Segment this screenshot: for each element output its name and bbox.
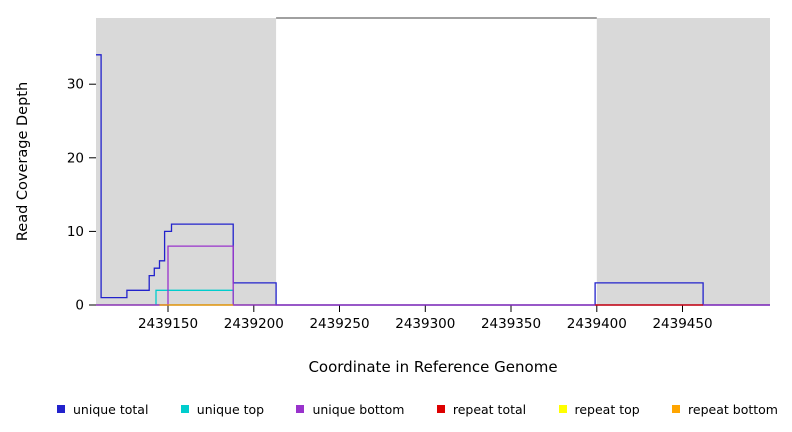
- legend-label: unique total: [73, 401, 149, 417]
- chart-layers: 2439150 2439200 2439250 2439300 2439350 24394…: [67, 17, 770, 332]
- x-tick-label: 2439150: [138, 316, 198, 332]
- x-tick-label: 2439450: [652, 316, 712, 332]
- legend-swatch-repeat-top: [558, 405, 567, 413]
- legend-swatch-repeat-bottom: [672, 405, 681, 413]
- chart-legend: unique total unique top unique bottom repea…: [0, 397, 792, 421]
- legend-swatch-unique-total: [57, 405, 65, 413]
- series-unique-total: [96, 54, 770, 306]
- y-tick-label: 10: [67, 224, 84, 240]
- y-tick-label: 30: [67, 77, 84, 93]
- x-tick-label: 2439350: [481, 316, 541, 332]
- legend-swatch-unique-bottom: [296, 405, 305, 413]
- y-axis-label: Read Coverage Depth: [15, 82, 31, 241]
- shaded-region-2: [596, 18, 770, 305]
- legend-label: unique bottom: [312, 401, 405, 417]
- series-unique-bottom: [96, 245, 770, 306]
- legend-item-repeat-top: repeat top: [558, 401, 640, 417]
- legend-item-unique-total: unique total: [57, 402, 148, 417]
- legend-label: repeat total: [452, 401, 527, 417]
- legend-item-repeat-bottom: repeat bottom: [672, 402, 778, 417]
- legend-swatch-unique-top: [180, 405, 189, 413]
- coverage-chart: 2439150 2439200 2439250 2439300 2439350 24394…: [15, 17, 770, 376]
- legend-label: repeat bottom: [688, 401, 778, 417]
- legend-item-unique-bottom: unique bottom: [296, 401, 405, 417]
- y-tick-label: 0: [75, 298, 84, 314]
- legend-label: unique top: [196, 401, 265, 417]
- x-tick-label: 2439200: [224, 316, 284, 332]
- legend-item-repeat-total: repeat total: [436, 401, 527, 417]
- x-tick-label: 2439300: [395, 316, 455, 332]
- shaded-region-1: [96, 18, 277, 305]
- legend-item-unique-top: unique top: [180, 401, 265, 417]
- x-tick-label: 2439250: [309, 316, 369, 332]
- y-tick-label: 20: [67, 150, 84, 166]
- legend-swatch-repeat-total: [436, 405, 445, 413]
- legend-label: repeat top: [574, 401, 640, 417]
- x-tick-label: 2439400: [567, 316, 627, 332]
- x-axis-label: Coordinate in Reference Genome: [308, 358, 557, 376]
